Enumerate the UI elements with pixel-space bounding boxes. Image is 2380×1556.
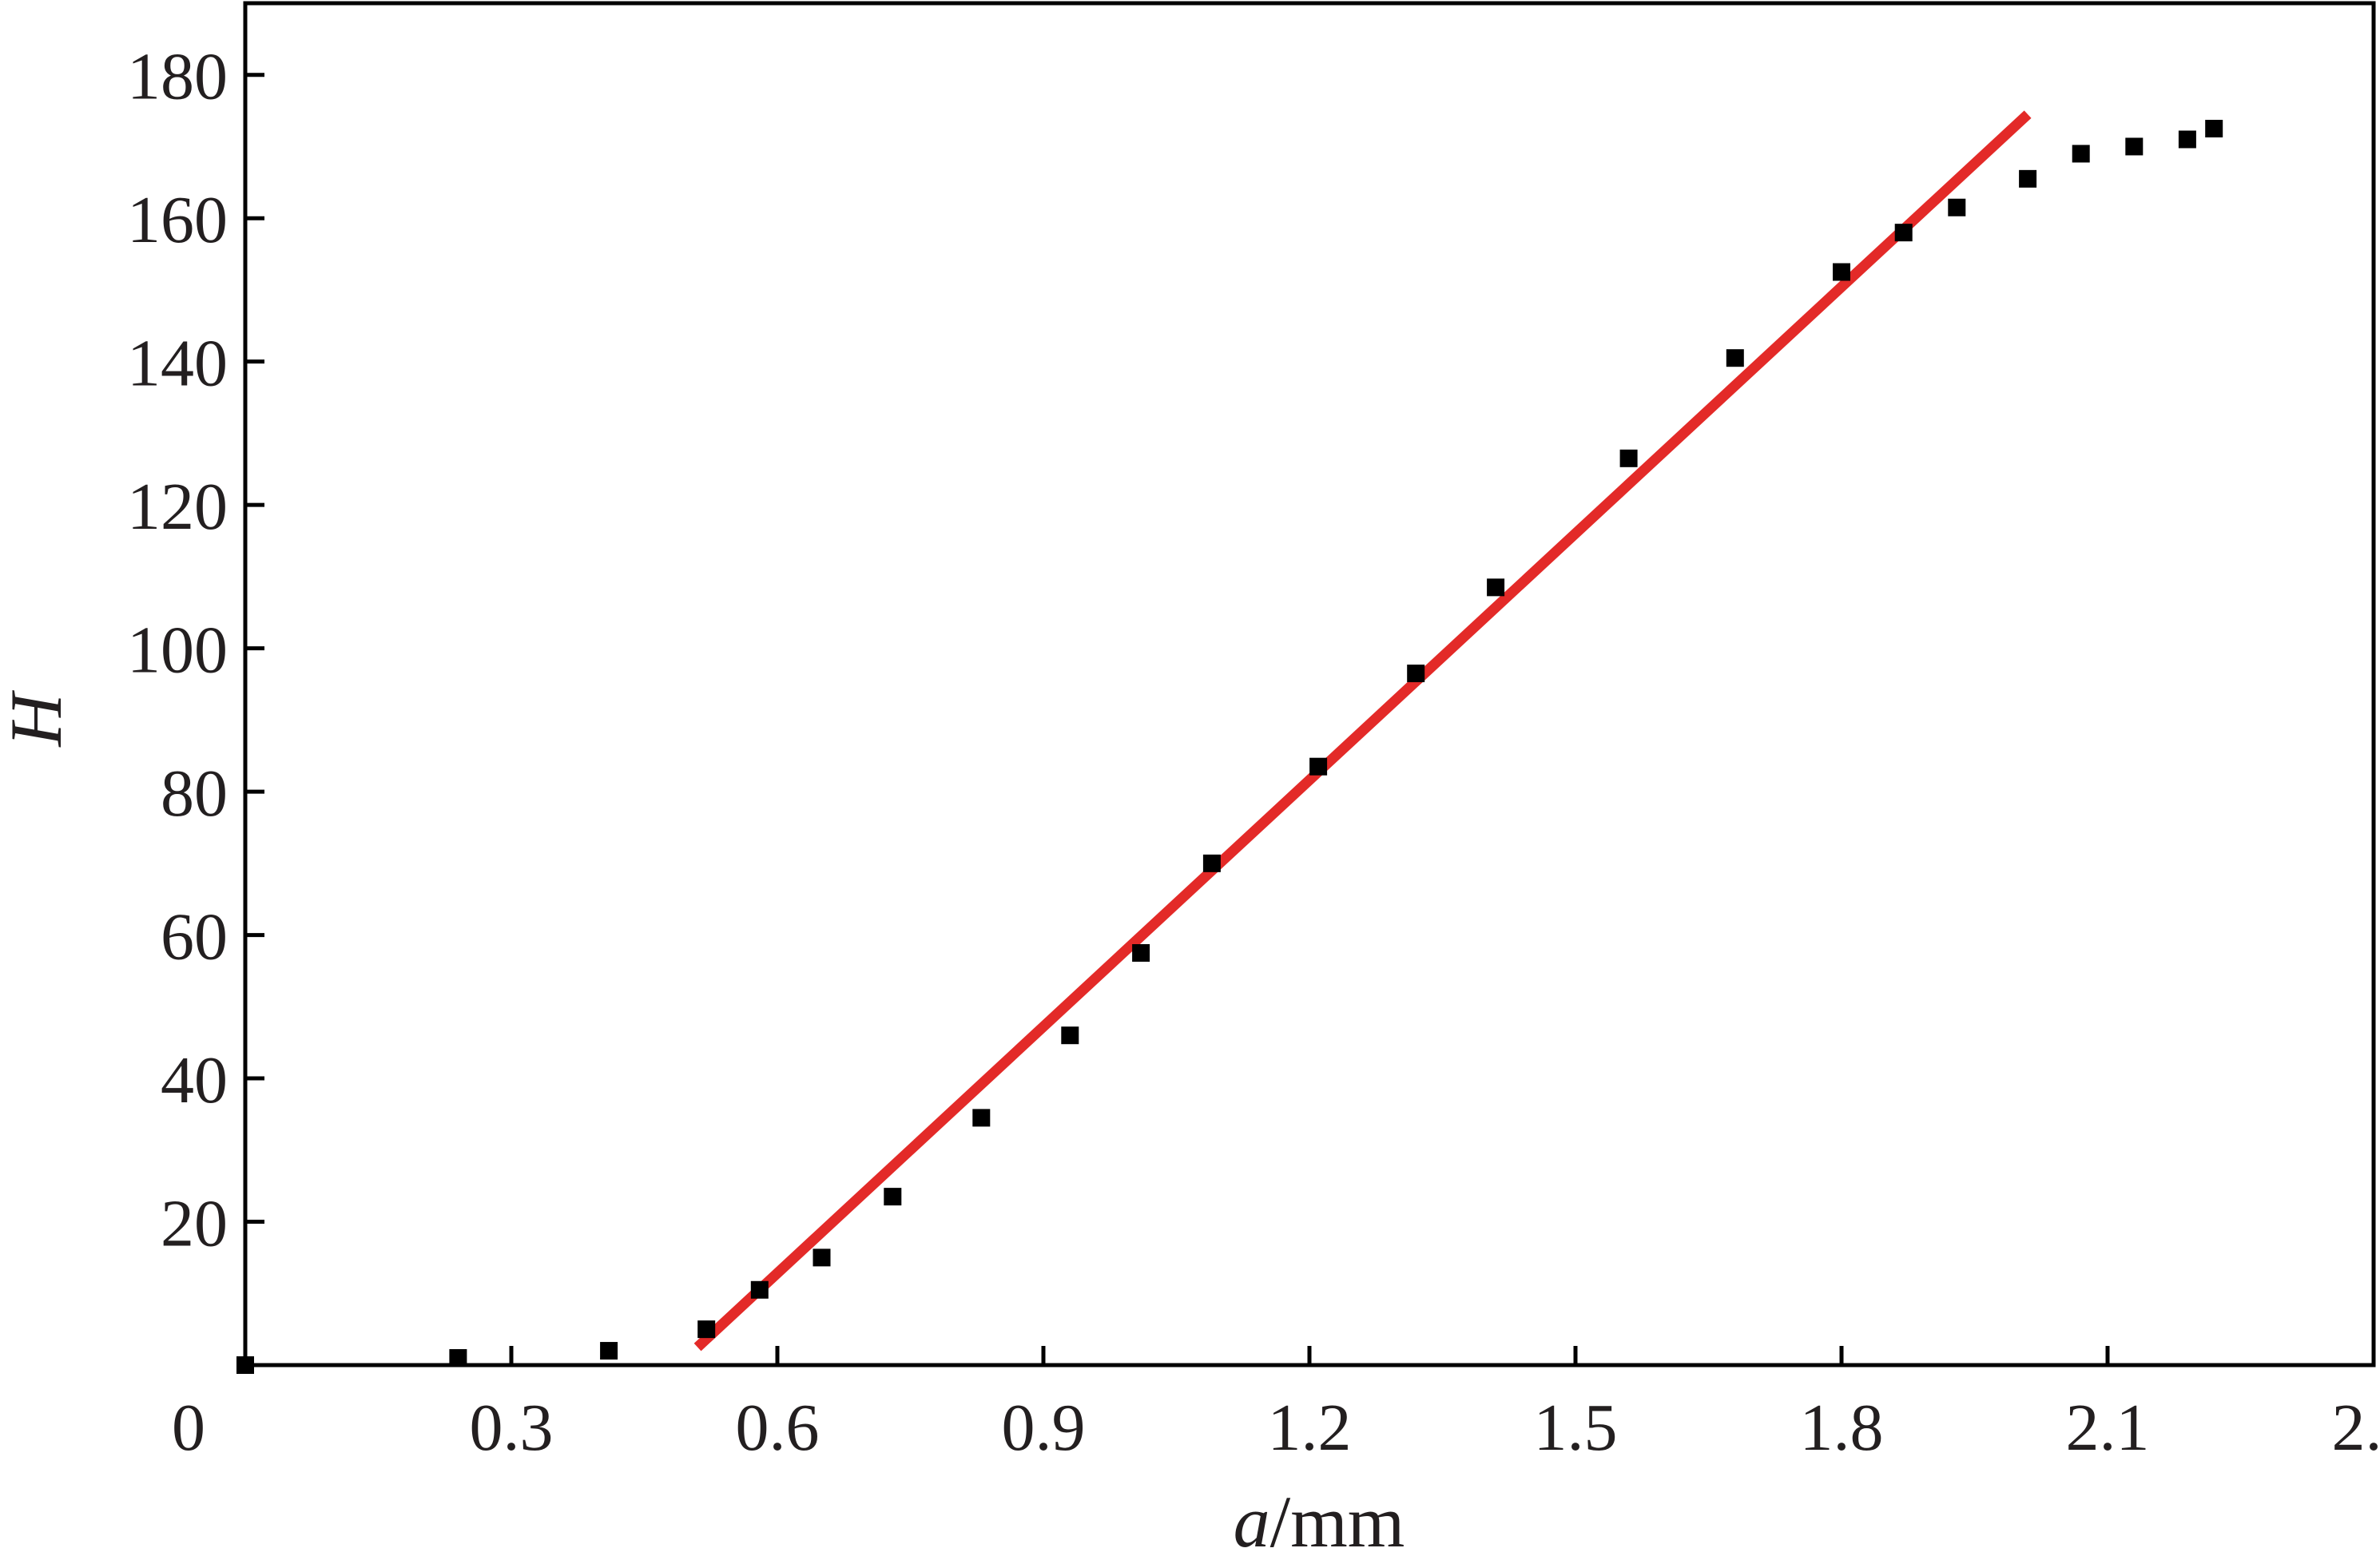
- x-tick-label: 1.5: [1534, 1391, 1618, 1465]
- x-axis-variable: a: [1234, 1481, 1270, 1556]
- data-point: [1833, 263, 1850, 281]
- data-point: [1619, 449, 1638, 467]
- y-tick-label: 180: [127, 40, 228, 114]
- data-point: [1202, 854, 1221, 872]
- data-point: [1894, 224, 1913, 242]
- data-point: [236, 1356, 254, 1374]
- data-point: [1948, 198, 1966, 216]
- data-point: [750, 1280, 769, 1299]
- y-tick-label: 140: [127, 327, 228, 401]
- origin-tick-label: 0: [172, 1391, 205, 1465]
- x-tick-label: 1.8: [1800, 1391, 1884, 1465]
- data-point: [2072, 145, 2090, 163]
- x-axis-unit: /mm: [1270, 1481, 1405, 1556]
- data-point: [813, 1248, 831, 1267]
- fit-line-layer: [693, 110, 2032, 1352]
- y-tick-label: 40: [161, 1043, 228, 1117]
- x-axis-ticks: 0.3 0.6 0.9 1.2 1.5 1.8 2.1 2.4: [470, 1346, 2380, 1465]
- x-tick-label: 0.3: [470, 1391, 554, 1465]
- y-axis-ticks: 20 40 60 80 100 120 140 160 180: [127, 40, 264, 1261]
- data-points: [236, 120, 2223, 1374]
- data-point: [600, 1342, 618, 1360]
- x-axis-title: a/mm: [1234, 1481, 1405, 1556]
- y-tick-label: 160: [127, 183, 228, 257]
- y-tick-label: 80: [161, 756, 228, 831]
- fit-line: [693, 110, 2032, 1352]
- data-point: [1407, 665, 1425, 683]
- x-tick-label: 2.4: [2332, 1391, 2380, 1465]
- plot-frame: [243, 1, 2376, 1367]
- y-tick-label: 60: [161, 900, 228, 974]
- x-tick-label: 2.1: [2066, 1391, 2150, 1465]
- y-tick-label: 100: [127, 613, 228, 688]
- x-tick-label: 1.2: [1268, 1391, 1352, 1465]
- data-point: [1487, 578, 1505, 597]
- data-point: [1132, 944, 1150, 963]
- y-tick-label: 120: [127, 470, 228, 544]
- x-tick-label: 0.9: [1002, 1391, 1086, 1465]
- x-tick-label: 0.6: [736, 1391, 820, 1465]
- data-point: [2205, 120, 2223, 138]
- data-point: [884, 1188, 902, 1206]
- data-point: [449, 1349, 467, 1367]
- data-point: [1061, 1026, 1079, 1045]
- data-point: [2019, 169, 2037, 188]
- data-point: [1726, 349, 1744, 367]
- data-point: [2125, 137, 2144, 156]
- data-point: [697, 1320, 716, 1339]
- y-tick-label: 20: [161, 1187, 228, 1261]
- y-axis-title: H: [0, 690, 77, 748]
- data-point: [2178, 130, 2196, 149]
- data-point: [972, 1109, 991, 1127]
- data-point: [1309, 757, 1328, 776]
